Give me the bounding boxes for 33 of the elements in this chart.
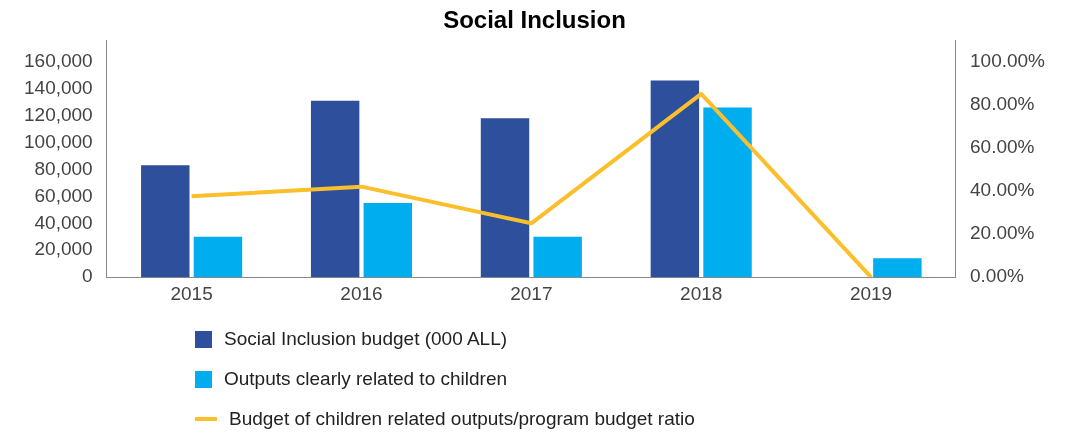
y-tick-label: 0 <box>82 265 93 287</box>
x-tick-label: 2017 <box>510 282 553 304</box>
y2-tick-label: 80.00% <box>969 92 1035 114</box>
bar <box>363 203 413 278</box>
y-tick-label: 60,000 <box>34 184 93 206</box>
y2-tick-label: 20.00% <box>969 222 1035 244</box>
legend-label: Budget of children related outputs/program budget ratio <box>229 408 695 430</box>
legend-label: Social Inclusion budget (000 ALL) <box>224 328 508 350</box>
y2-tick-label: 40.00% <box>969 179 1035 201</box>
bar <box>193 236 243 278</box>
bar <box>873 258 922 278</box>
x-tick-label: 2018 <box>680 282 723 304</box>
y2-tick-label: 0.00% <box>969 265 1024 287</box>
bar <box>141 165 190 278</box>
y-tick-label: 100,000 <box>23 130 93 152</box>
y-tick-label: 80,000 <box>34 157 93 179</box>
y-tick-label: 20,000 <box>34 238 93 260</box>
bar <box>703 107 752 278</box>
y-tick-label: 140,000 <box>23 76 93 98</box>
y-tick-label: 40,000 <box>34 211 93 233</box>
y2-tick-label: 60.00% <box>969 136 1035 158</box>
chart-title: Social Inclusion <box>442 6 627 34</box>
bar <box>310 100 360 278</box>
y-tick-label: 160,000 <box>23 49 93 71</box>
bar <box>533 236 582 278</box>
y-tick-label: 120,000 <box>23 103 93 125</box>
bar <box>650 80 700 278</box>
x-tick-label: 2015 <box>170 282 213 304</box>
legend-label: Outputs clearly related to children <box>224 368 508 390</box>
bar <box>480 118 530 278</box>
y2-tick-label: 100.00% <box>969 49 1046 71</box>
x-tick-label: 2019 <box>849 282 893 304</box>
x-tick-label: 2016 <box>340 282 383 304</box>
